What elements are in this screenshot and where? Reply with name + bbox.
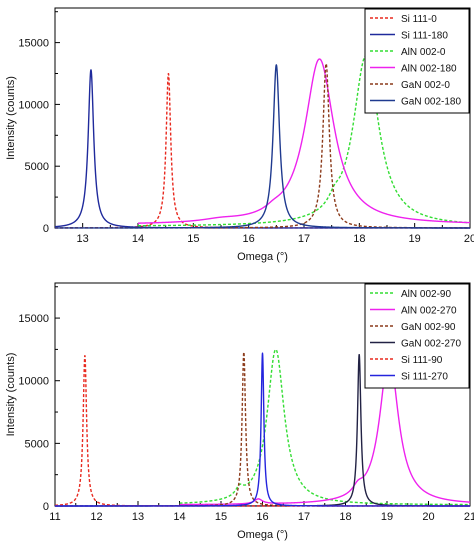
series-line-6 [54,352,471,507]
x-tick-label: 13 [132,511,144,523]
legend-label: Si 111-0 [401,14,437,25]
series-line-1 [178,348,471,506]
x-tick-label: 15 [215,511,227,523]
x-tick-label: 16 [243,233,255,245]
x-tick-label: 13 [77,233,89,245]
x-axis-label: Omega (°) [237,251,288,263]
legend-label: Si 111-180 [401,31,448,42]
x-tick-label: 19 [409,233,421,245]
x-tick-label: 17 [298,511,310,523]
y-tick-label: 5000 [25,161,49,173]
legend-box [364,283,470,389]
y-tick-label: 0 [43,223,49,235]
legend-label: AlN 002-0 [401,47,446,58]
x-tick-label: 20 [422,511,434,523]
x-tick-label: 15 [187,233,199,245]
chart-panel-1: 13 14 15 16 17 18 19 20 0 5000 10000 15000 Omega (°)… [5,7,474,263]
y-tick-label: 10000 [18,99,49,111]
y-tick-label: 10000 [18,376,49,388]
legend-label: AlN 002-180 [401,64,457,75]
x-tick-label: 21 [464,511,474,523]
legend-label: Si 111-270 [401,372,448,383]
legend-label: AlN 002-270 [401,306,457,317]
legend-box [364,8,470,114]
x-tick-label: 14 [173,511,185,523]
series-line-6 [54,64,471,229]
y-axis-label: Intensity (counts) [5,353,17,437]
x-tick-label: 19 [381,511,393,523]
x-tick-label: 18 [339,511,351,523]
y-tick-label: 15000 [18,313,49,325]
series-line-3 [137,54,471,227]
y-axis-label: Intensity (counts) [5,76,17,160]
x-axis-label: Omega (°) [237,529,288,541]
legend: Si 111-0 Si 111-180 AlN 002-0 AlN 002-180 Ga… [364,8,470,114]
x-tick-label: 20 [464,233,474,245]
x-tick-label: 14 [132,233,144,245]
legend-label: AlN 002-90 [401,289,451,300]
legend-label: GaN 002-180 [401,97,461,108]
legend-label: Si 111-90 [401,355,443,366]
series-line-4 [137,58,471,224]
legend-label: GaN 002-90 [401,322,456,333]
chart-panel-2: 11 12 13 14 15 16 17 18 19 20 21 0 5000 10000 15000 Ome… [5,282,474,541]
x-tick-label: 11 [49,511,60,523]
y-tick-label: 0 [43,501,49,513]
x-tick-label: 16 [256,511,268,523]
legend: AlN 002-90 AlN 002-270 GaN 002-90 GaN 002-2… [364,283,470,389]
legend-label: GaN 002-270 [401,339,461,350]
x-tick-label: 17 [298,233,310,245]
x-tick-label: 12 [90,511,102,523]
y-tick-label: 15000 [18,38,49,50]
y-tick-label: 5000 [25,438,49,450]
legend-label: GaN 002-0 [401,80,450,91]
x-tick-label: 18 [353,233,365,245]
